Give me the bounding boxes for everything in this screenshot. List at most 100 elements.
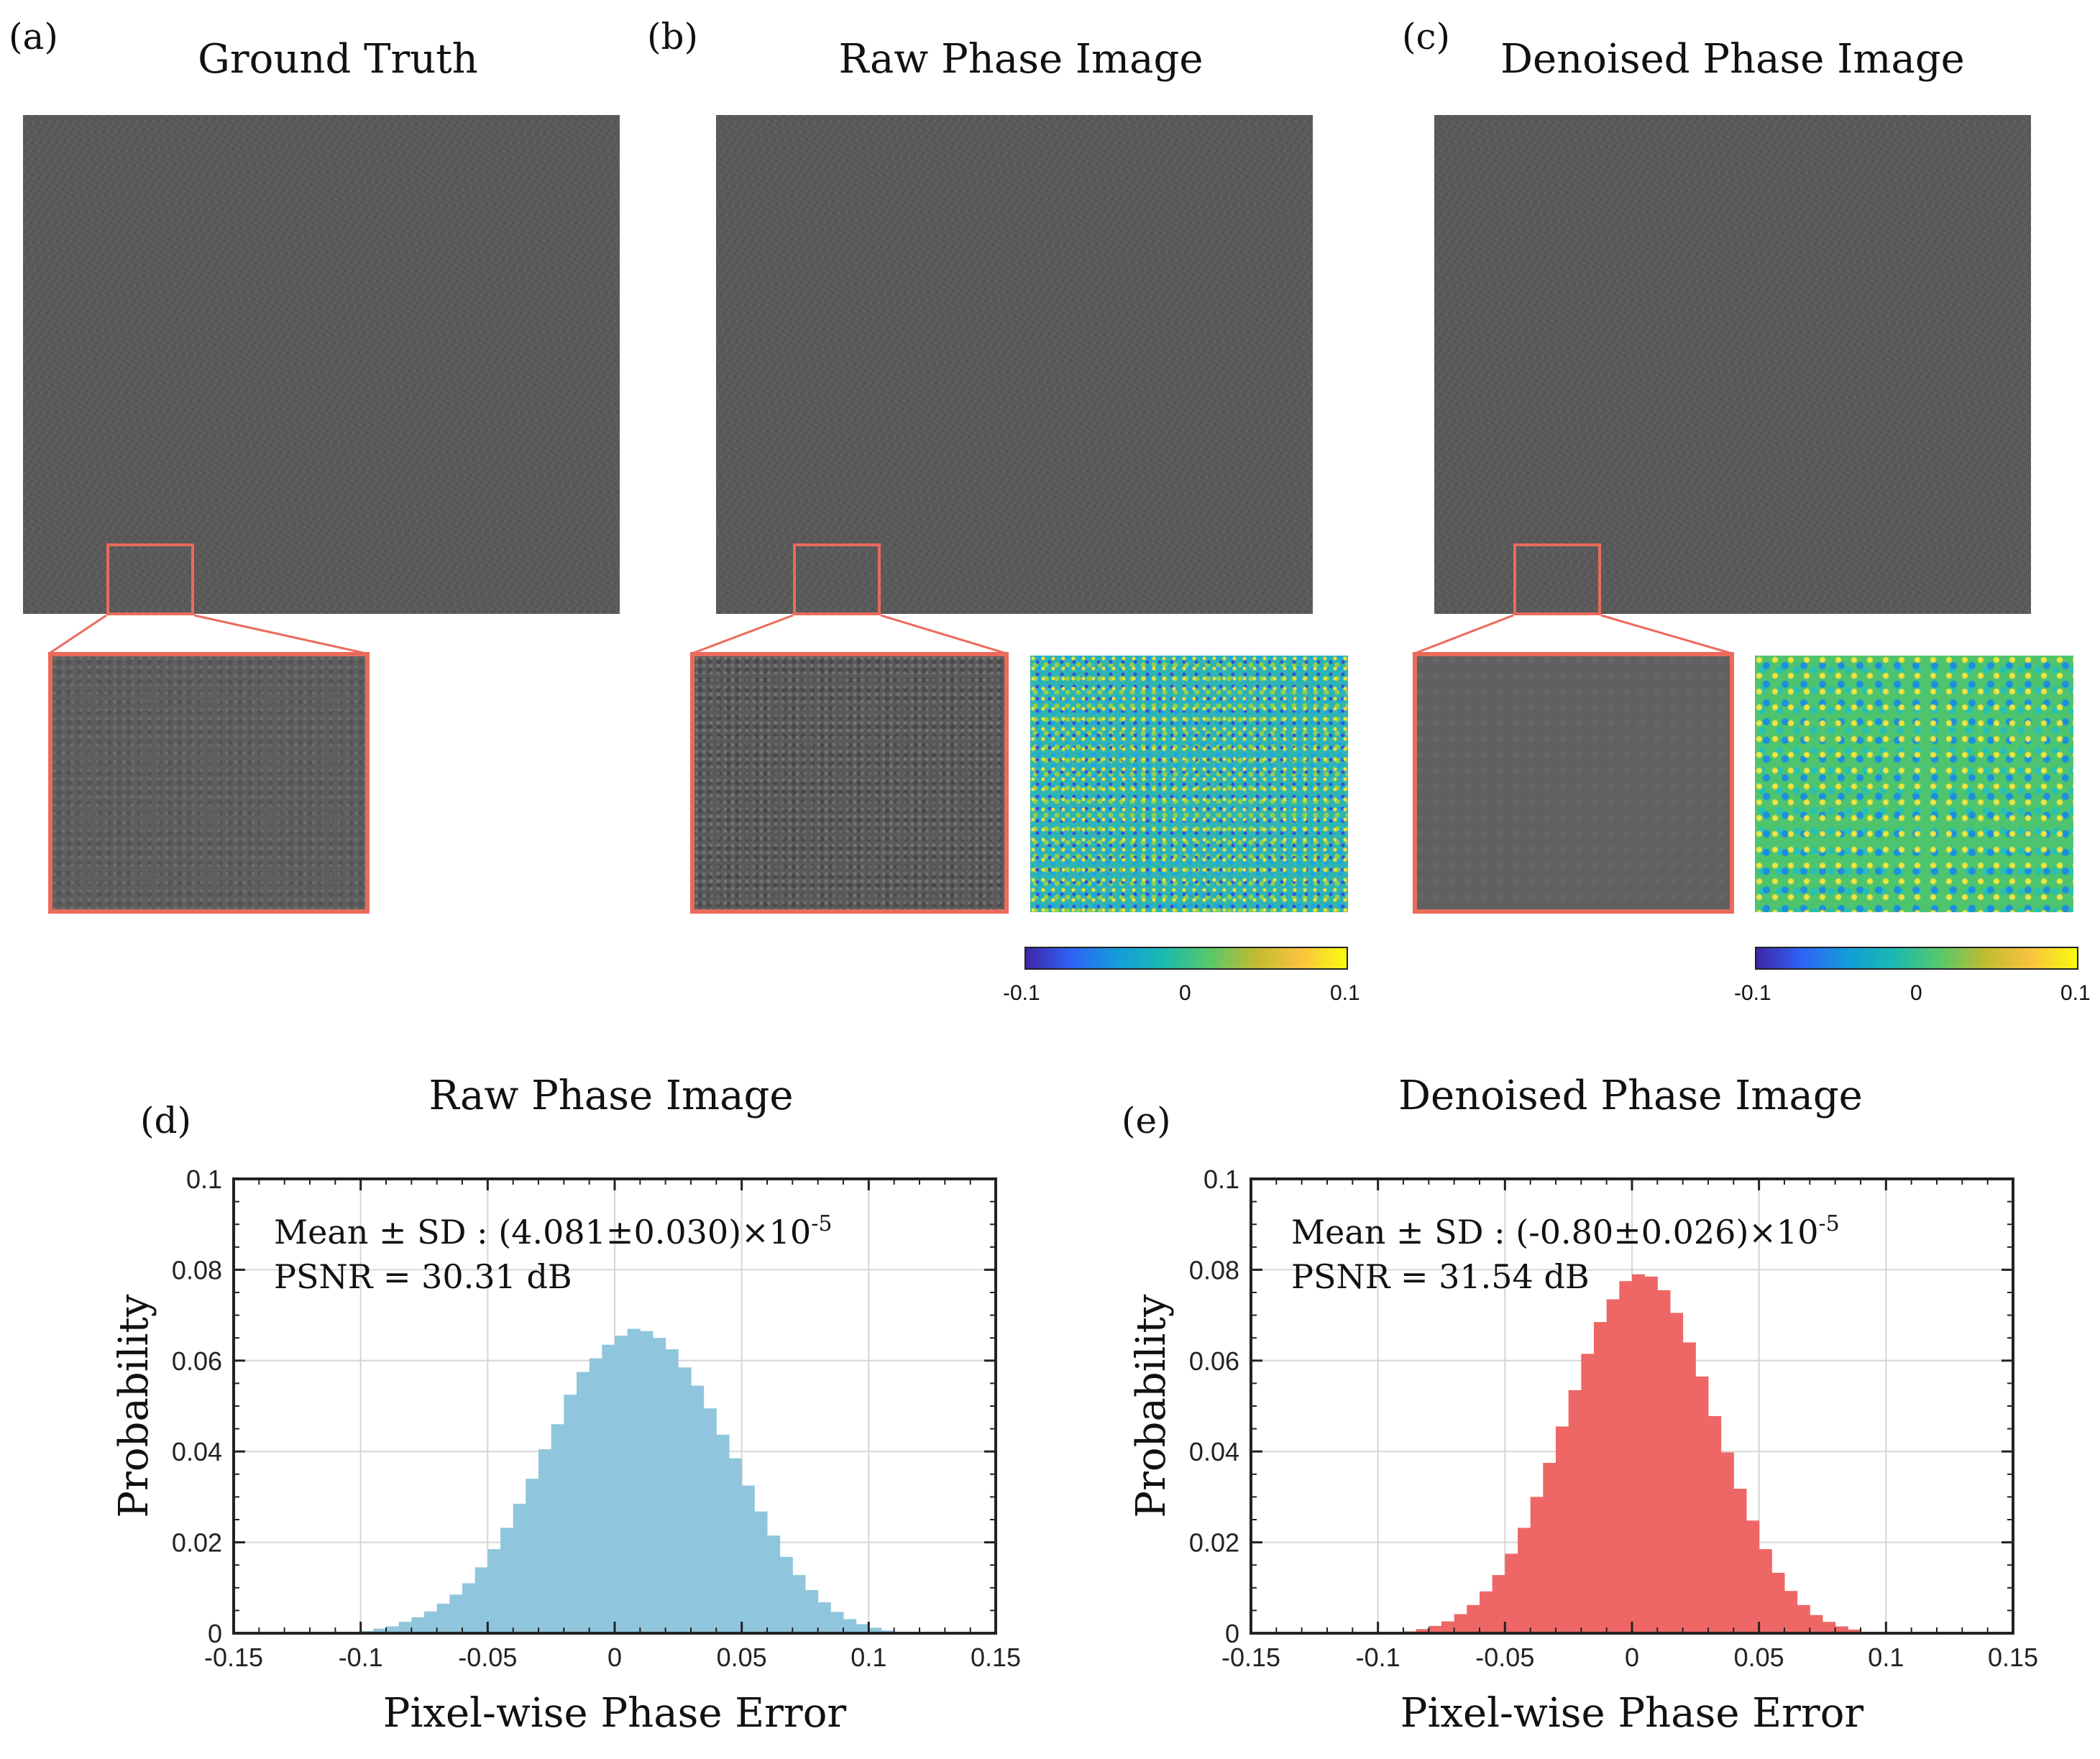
hist-raw-bar — [691, 1385, 705, 1633]
hist-raw-bar — [843, 1619, 857, 1633]
hist-den-bar — [1467, 1604, 1480, 1633]
hist-raw-ytick-label: 0.04 — [172, 1437, 222, 1466]
hist-den-bar — [1784, 1591, 1798, 1633]
hist-raw-bar — [474, 1567, 488, 1633]
roi-box-a — [106, 543, 194, 615]
hist-den-bar — [1594, 1322, 1608, 1633]
roi-box-b — [793, 543, 881, 615]
hist-raw-xtick-label: -0.1 — [339, 1643, 383, 1672]
hist-den-bar — [1492, 1575, 1505, 1633]
hist-raw-ytick-label: 0.02 — [172, 1528, 222, 1558]
colorbar-denoised — [1755, 947, 2078, 970]
hist-raw-bar — [462, 1583, 476, 1633]
hist-raw-bar — [868, 1627, 882, 1633]
colorbar-denoised-tick-min: -0.1 — [1734, 981, 1771, 1005]
hist-raw-bar — [373, 1628, 387, 1633]
hist-raw-bar — [805, 1589, 819, 1633]
hist-raw-xtick-label: 0.05 — [717, 1643, 767, 1672]
hist-raw-ytick-label: 0.08 — [172, 1255, 222, 1285]
hist-den-bar — [1518, 1528, 1531, 1633]
hist-den-annotation-mean-sd: Mean ± SD : (-0.80±0.026)×10-5 — [1291, 1211, 1840, 1251]
denoised-phase-image — [1434, 115, 2031, 614]
hist-den-bar — [1746, 1520, 1760, 1633]
hist-den-bar — [1708, 1415, 1722, 1633]
hist-den-xtick-label: 0.05 — [1734, 1643, 1784, 1672]
hist-raw-xtick-label: -0.15 — [204, 1643, 263, 1672]
hist-den-ytick-label: 0.1 — [1203, 1165, 1239, 1194]
hist-raw-xtick-label: 0.15 — [971, 1643, 1021, 1672]
hist-raw-bar — [792, 1575, 806, 1633]
hist-den-xtick-label: -0.1 — [1356, 1643, 1400, 1672]
hist-raw-axes-frame — [232, 1177, 997, 1635]
hist-den-xtick-label: 0 — [1625, 1643, 1639, 1672]
hist-den-bar — [1619, 1281, 1633, 1633]
hist-raw-ylabel: Probability — [111, 1294, 157, 1517]
hist-den-ylabel: Probability — [1128, 1294, 1175, 1517]
panel-title-ground-truth: Ground Truth — [198, 36, 478, 83]
hist-den-xtick-label: 0.1 — [1868, 1643, 1904, 1672]
hist-raw-bar — [615, 1336, 628, 1633]
panel-letter-d: (d) — [140, 1100, 192, 1142]
hist-raw-bar — [564, 1395, 577, 1633]
hist-raw-bar — [602, 1344, 615, 1633]
hist-den-xlabel: Pixel-wise Phase Error — [1400, 1690, 1864, 1737]
hist-den-bar — [1441, 1621, 1455, 1633]
hist-den-bar — [1530, 1497, 1544, 1633]
ground-truth-image — [23, 115, 620, 614]
colorbar-raw-tick-min: -0.1 — [1003, 981, 1040, 1005]
hist-raw-ytick-label: 0.06 — [172, 1346, 222, 1376]
hist-den-ytick-label: 0 — [1225, 1619, 1239, 1648]
histogram-denoised-chart: -0.15 -0.1 -0.05 0 0.05 0.1 0.15 0 0.02 0.04 0.06 0… — [1128, 1165, 2038, 1737]
hist-den-bar — [1657, 1290, 1671, 1633]
panel-title-raw-phase: Raw Phase Image — [838, 36, 1203, 83]
hist-den-ytick-label: 0.08 — [1189, 1255, 1239, 1285]
hist-raw-ytick-label: 0 — [208, 1619, 222, 1648]
hist-den-bar — [1644, 1276, 1658, 1633]
hist-den-annotation-psnr: PSNR = 31.54 dB — [1291, 1257, 1590, 1296]
hist-den-bar — [1480, 1591, 1493, 1633]
hist-raw-bar — [640, 1331, 654, 1633]
hist-den-axes-frame — [1250, 1177, 2014, 1635]
hist-raw-bar — [817, 1602, 831, 1633]
hist-raw-bar — [526, 1479, 539, 1633]
hist-raw-xtick-label: 0 — [607, 1643, 622, 1672]
hist-den-bar — [1429, 1625, 1442, 1633]
colorbar-denoised-tick-max: 0.1 — [2060, 981, 2091, 1005]
hist-den-bar — [1771, 1572, 1785, 1633]
error-map-raw — [1030, 656, 1348, 912]
hist-raw-bar — [487, 1549, 501, 1633]
hist-den-bar — [1670, 1313, 1684, 1633]
hist-denoised-title: Denoised Phase Image — [1398, 1073, 1863, 1119]
hist-raw-bar — [856, 1624, 869, 1633]
hist-raw-bar — [767, 1535, 781, 1633]
zoom-denoised-phase — [1413, 652, 1734, 914]
hist-raw-bar — [551, 1424, 564, 1633]
hist-den-bar — [1682, 1342, 1696, 1633]
histogram-raw-chart: -0.15 -0.1 -0.05 0 0.05 0.1 0.15 0 0.02 0.04 0.06 0… — [111, 1165, 1021, 1737]
hist-den-bar — [1581, 1354, 1595, 1633]
hist-raw-bar — [779, 1556, 793, 1633]
zoom-ground-truth — [48, 652, 370, 914]
panel-letter-a: (a) — [9, 16, 58, 58]
hist-den-ytick-label: 0.06 — [1189, 1346, 1239, 1376]
hist-raw-bar — [500, 1528, 514, 1633]
colorbar-denoised-tick-mid: 0 — [1910, 981, 1922, 1005]
hist-raw-title: Raw Phase Image — [428, 1073, 794, 1119]
panel-title-denoised-phase: Denoised Phase Image — [1500, 36, 1965, 83]
panel-letter-b: (b) — [647, 16, 699, 58]
hist-raw-xtick-label: 0.1 — [850, 1643, 886, 1672]
hist-raw-bar — [424, 1611, 438, 1633]
hist-raw-bar — [716, 1434, 730, 1633]
hist-raw-bar — [627, 1328, 641, 1633]
hist-raw-bar — [678, 1367, 692, 1633]
panel-letter-c: (c) — [1402, 16, 1451, 58]
hist-raw-bar — [386, 1626, 400, 1633]
colorbar-raw — [1024, 947, 1348, 970]
hist-den-bar — [1822, 1622, 1836, 1633]
hist-den-bar — [1543, 1463, 1556, 1633]
raw-phase-image — [716, 115, 1313, 614]
hist-raw-bar — [703, 1408, 717, 1633]
hist-den-bar — [1568, 1390, 1582, 1633]
hist-raw-bar — [398, 1622, 412, 1633]
